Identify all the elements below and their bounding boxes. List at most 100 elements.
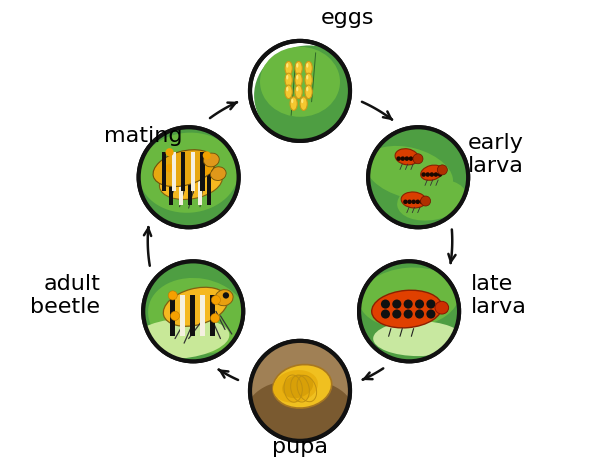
Ellipse shape	[273, 365, 332, 408]
Circle shape	[211, 313, 220, 323]
Ellipse shape	[306, 63, 308, 68]
Ellipse shape	[148, 278, 247, 354]
Circle shape	[415, 309, 424, 319]
Circle shape	[250, 341, 350, 441]
Circle shape	[250, 41, 350, 141]
FancyArrowPatch shape	[311, 53, 316, 102]
Bar	[190, 296, 195, 337]
Ellipse shape	[395, 149, 419, 165]
Bar	[191, 152, 195, 191]
Ellipse shape	[373, 321, 463, 356]
Circle shape	[438, 172, 442, 177]
Circle shape	[427, 300, 436, 308]
Text: eggs: eggs	[320, 8, 374, 28]
Ellipse shape	[397, 179, 466, 220]
Ellipse shape	[359, 267, 459, 328]
Circle shape	[413, 156, 417, 161]
Ellipse shape	[296, 63, 298, 68]
Ellipse shape	[296, 87, 298, 91]
Circle shape	[166, 164, 173, 172]
Circle shape	[381, 309, 390, 319]
Circle shape	[400, 156, 405, 161]
Bar	[200, 152, 205, 191]
Circle shape	[404, 300, 413, 308]
Bar	[162, 152, 166, 191]
Circle shape	[211, 296, 220, 305]
Bar	[181, 152, 185, 191]
Text: late
larva: late larva	[470, 274, 526, 317]
Ellipse shape	[210, 167, 226, 180]
Circle shape	[425, 172, 430, 177]
Ellipse shape	[305, 73, 312, 87]
Ellipse shape	[163, 287, 227, 326]
Circle shape	[397, 156, 401, 161]
Ellipse shape	[286, 63, 289, 68]
Circle shape	[434, 172, 438, 177]
Ellipse shape	[295, 61, 302, 75]
Circle shape	[139, 127, 239, 227]
Text: pupa: pupa	[272, 437, 328, 457]
Ellipse shape	[305, 85, 312, 99]
Ellipse shape	[285, 61, 292, 75]
Ellipse shape	[290, 97, 297, 111]
Ellipse shape	[215, 290, 233, 306]
Ellipse shape	[300, 97, 307, 111]
Circle shape	[403, 200, 408, 204]
Circle shape	[404, 156, 409, 161]
Ellipse shape	[306, 87, 308, 91]
Ellipse shape	[401, 192, 426, 208]
Circle shape	[359, 261, 459, 361]
Circle shape	[421, 196, 431, 206]
Ellipse shape	[421, 165, 443, 180]
Ellipse shape	[305, 61, 312, 75]
Text: early
larva: early larva	[468, 133, 524, 176]
Bar	[188, 166, 192, 205]
Circle shape	[409, 156, 413, 161]
Circle shape	[415, 300, 424, 308]
Bar	[200, 296, 205, 337]
Circle shape	[412, 200, 416, 204]
Ellipse shape	[285, 73, 292, 87]
Circle shape	[368, 127, 468, 227]
Ellipse shape	[273, 370, 318, 402]
Bar	[170, 296, 175, 337]
Bar	[179, 166, 183, 205]
Circle shape	[419, 200, 424, 204]
Ellipse shape	[301, 99, 304, 103]
Circle shape	[166, 148, 173, 156]
Circle shape	[168, 291, 177, 300]
Bar	[169, 166, 173, 205]
Ellipse shape	[286, 75, 289, 80]
Ellipse shape	[306, 75, 308, 80]
Ellipse shape	[371, 290, 442, 328]
Ellipse shape	[130, 318, 229, 359]
Circle shape	[250, 341, 350, 441]
Circle shape	[392, 309, 401, 319]
Ellipse shape	[365, 146, 453, 200]
Text: adult
beetle: adult beetle	[30, 274, 100, 317]
Ellipse shape	[282, 374, 313, 398]
Circle shape	[359, 261, 459, 361]
Bar	[181, 296, 185, 337]
Circle shape	[407, 200, 412, 204]
Circle shape	[381, 300, 390, 308]
Circle shape	[139, 127, 239, 227]
Text: mating: mating	[104, 126, 182, 146]
Ellipse shape	[285, 85, 292, 99]
Ellipse shape	[295, 73, 302, 87]
Circle shape	[421, 172, 426, 177]
Circle shape	[223, 292, 229, 299]
Circle shape	[368, 127, 468, 227]
FancyArrowPatch shape	[291, 66, 295, 115]
Circle shape	[413, 154, 423, 164]
Ellipse shape	[435, 301, 449, 314]
Ellipse shape	[153, 150, 215, 187]
Ellipse shape	[139, 133, 239, 213]
Circle shape	[170, 311, 179, 320]
Circle shape	[437, 165, 448, 175]
Ellipse shape	[296, 75, 298, 80]
Ellipse shape	[295, 85, 302, 99]
Ellipse shape	[248, 379, 352, 439]
Circle shape	[392, 300, 401, 308]
Bar	[198, 166, 202, 205]
